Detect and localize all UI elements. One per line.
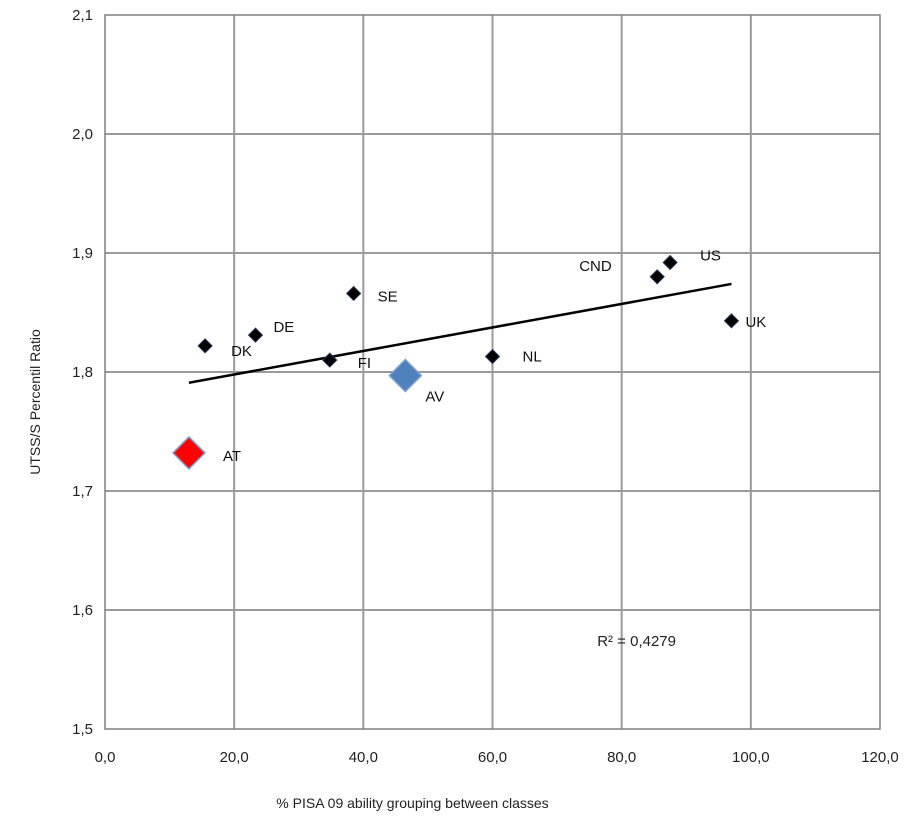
point-labels: DK DE SE FI NL CND US UK AV AT <box>223 248 766 465</box>
point-label-nl: NL <box>523 349 542 366</box>
y-tick-label: 1,8 <box>72 364 93 381</box>
y-axis-title: UTSS/S Percentil Ratio <box>27 329 43 475</box>
x-tick-label: 120,0 <box>861 749 899 766</box>
data-point-at <box>171 435 207 470</box>
data-point-av <box>388 358 423 393</box>
data-point-se <box>345 285 362 302</box>
x-tick-label: 60,0 <box>478 749 507 766</box>
x-tick-label: 0,0 <box>95 749 116 766</box>
point-label-av: AV <box>425 389 444 406</box>
y-tick-label: 1,7 <box>72 483 93 500</box>
point-label-uk: UK <box>745 314 766 331</box>
r-squared-annotation: R² = 0,4279 <box>597 633 676 650</box>
grid <box>105 15 880 729</box>
point-label-de: DE <box>273 319 294 336</box>
x-tick-label: 40,0 <box>349 749 378 766</box>
y-tick-label: 2,0 <box>72 126 93 143</box>
data-point-nl <box>484 348 501 365</box>
y-tick-label: 1,6 <box>72 602 93 619</box>
data-point-uk <box>723 313 740 329</box>
tick-labels: 0,0 20,0 40,0 60,0 80,0 100,0 120,0 1,5 1,6 1,7 1,… <box>72 7 899 766</box>
point-label-dk: DK <box>231 343 252 360</box>
y-tick-label: 2,1 <box>72 7 93 24</box>
x-axis-title: % PISA 09 ability grouping between class… <box>276 795 548 811</box>
y-tick-label: 1,9 <box>72 245 93 262</box>
point-label-se: SE <box>378 288 398 305</box>
x-tick-label: 100,0 <box>732 749 770 766</box>
data-point-fi <box>322 352 338 368</box>
data-point-us <box>662 254 678 271</box>
data-point-de <box>247 327 264 343</box>
data-point-dk <box>197 338 213 354</box>
point-label-fi: FI <box>358 355 371 372</box>
data-points <box>171 254 740 470</box>
y-tick-label: 1,5 <box>72 721 93 738</box>
point-label-cnd: CND <box>579 258 612 275</box>
x-tick-label: 80,0 <box>607 749 636 766</box>
point-label-us: US <box>700 248 721 265</box>
data-point-cnd <box>649 269 665 285</box>
point-label-at: AT <box>223 448 241 465</box>
x-tick-label: 20,0 <box>220 749 249 766</box>
plot-area <box>104 14 881 730</box>
trendline <box>188 282 732 384</box>
